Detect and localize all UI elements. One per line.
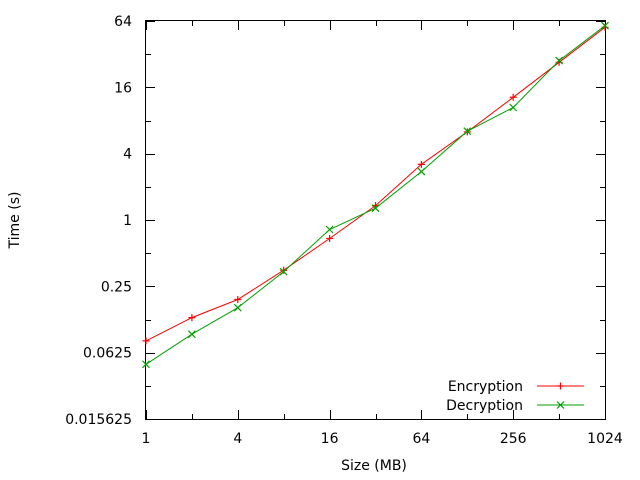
x-axis-title: Size (MB) bbox=[341, 458, 407, 474]
decryption-point bbox=[417, 167, 426, 176]
x-tick-label: 1 bbox=[142, 431, 151, 447]
decryption-line bbox=[145, 25, 606, 365]
y-tick-label: 0.25 bbox=[101, 279, 132, 295]
x-tick-label: 1024 bbox=[587, 431, 623, 447]
y-axis-title: Time (s) bbox=[7, 192, 23, 250]
decryption-point bbox=[279, 267, 288, 276]
decryption-point bbox=[142, 360, 150, 369]
y-tick-label: 4 bbox=[123, 147, 132, 163]
plot-frame bbox=[145, 20, 606, 420]
x-tick-labels: 1 4 16 64 256 1024 bbox=[142, 431, 623, 447]
encryption-point bbox=[188, 314, 196, 322]
decryption-point bbox=[555, 56, 564, 65]
encryption-point bbox=[280, 266, 288, 274]
y-tick-label: 64 bbox=[114, 14, 132, 30]
x-tick-label: 4 bbox=[233, 431, 242, 447]
encryption-point bbox=[326, 234, 334, 242]
legend-marker-encryption bbox=[557, 382, 564, 390]
decryption-point bbox=[509, 103, 518, 112]
y-tick-label: 1 bbox=[123, 213, 132, 229]
decryption-point bbox=[325, 225, 334, 234]
x-tick-label: 64 bbox=[412, 431, 430, 447]
legend: Encryption Decryption bbox=[446, 379, 584, 414]
encryption-point bbox=[417, 160, 425, 168]
legend-marker-decryption bbox=[556, 401, 565, 409]
y-tick-label: 0.0625 bbox=[83, 346, 132, 362]
encryption-line bbox=[145, 27, 606, 342]
series-group bbox=[142, 21, 609, 369]
y-tick-labels: 0.015625 0.0625 0.25 1 4 16 64 bbox=[65, 14, 132, 428]
legend-label-decryption: Decryption bbox=[446, 398, 523, 414]
encryption-point bbox=[142, 337, 150, 345]
encryption-point bbox=[234, 295, 242, 303]
decryption-point bbox=[371, 204, 380, 213]
y-tick-label: 16 bbox=[114, 80, 132, 96]
encryption-point bbox=[509, 93, 517, 101]
y-tick-label: 0.015625 bbox=[65, 412, 132, 428]
decryption-point bbox=[187, 330, 196, 339]
decryption-point bbox=[463, 127, 472, 136]
decryption-point bbox=[233, 303, 242, 312]
series-decryption bbox=[142, 21, 609, 369]
axis-ticks bbox=[146, 21, 606, 420]
series-encryption bbox=[142, 23, 609, 345]
x-tick-label: 256 bbox=[500, 431, 527, 447]
decryption-point bbox=[601, 21, 609, 30]
x-tick-label: 16 bbox=[321, 431, 339, 447]
legend-label-encryption: Encryption bbox=[448, 379, 523, 395]
